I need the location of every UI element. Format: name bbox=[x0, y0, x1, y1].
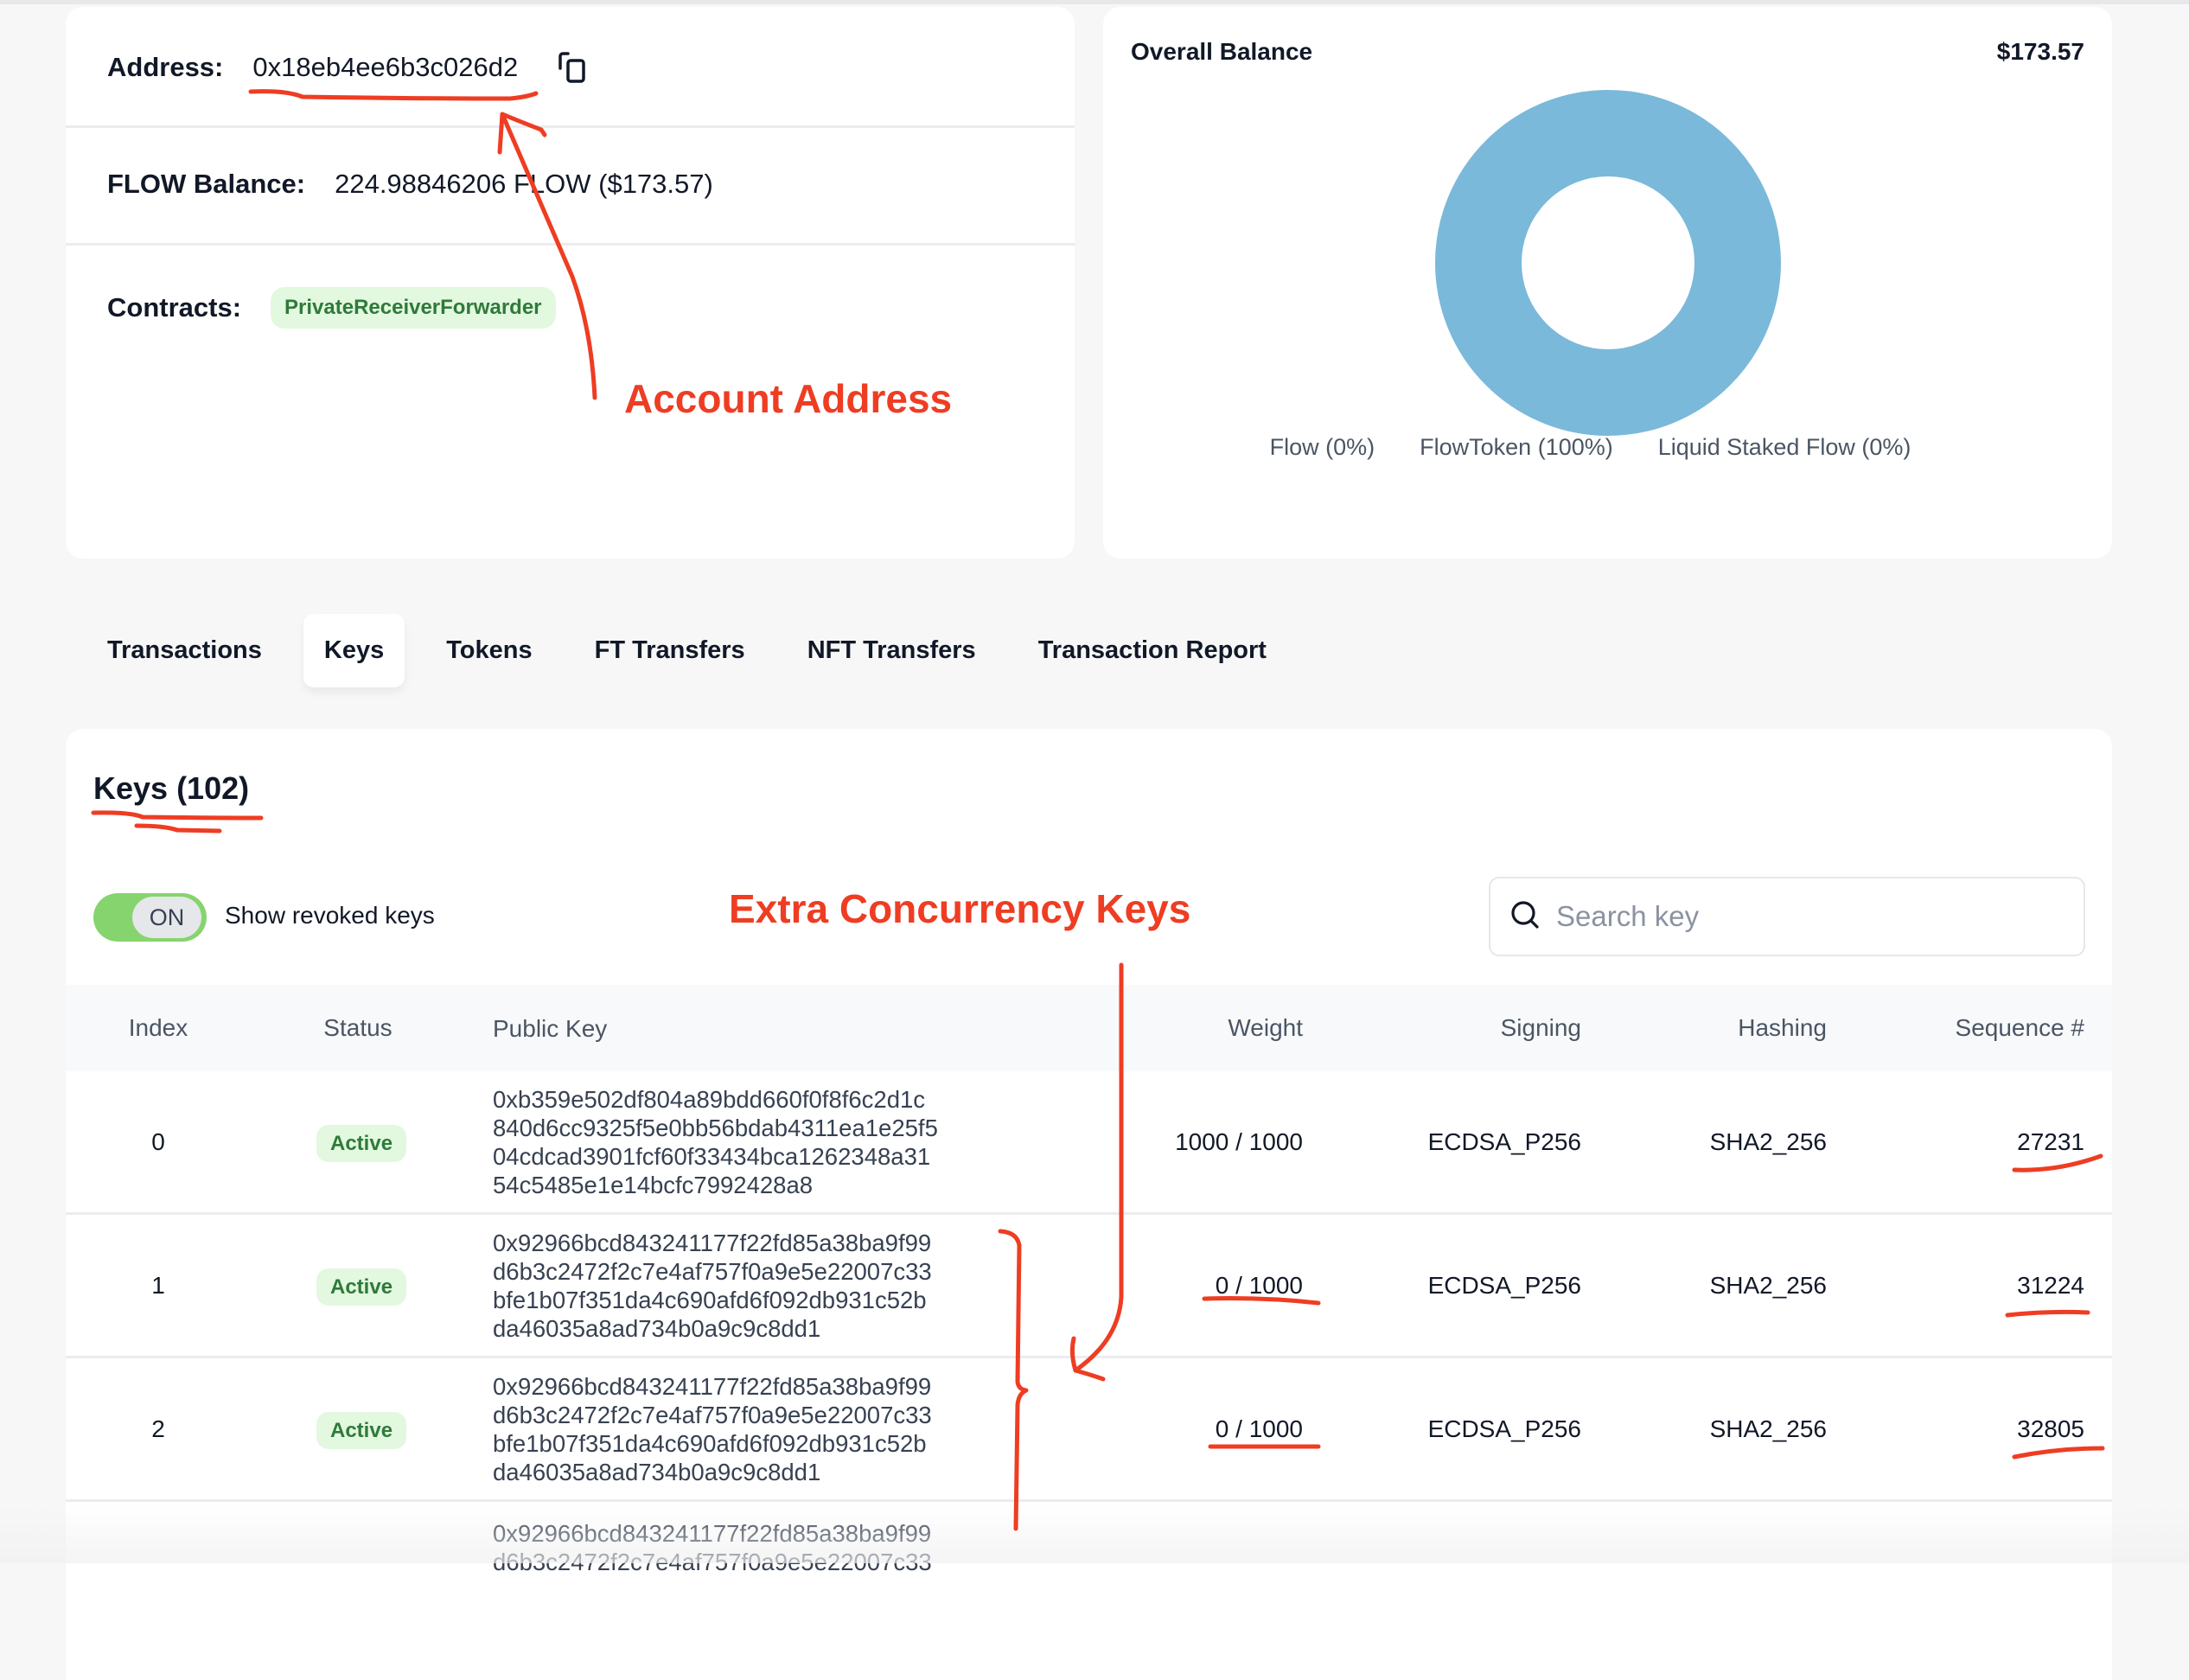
key-sequence: 31224 bbox=[2017, 1271, 2084, 1299]
key-index: 2 bbox=[151, 1415, 165, 1442]
public-key-line: d6b3c2472f2c7e4af757f0a9e5e22007c33 bbox=[493, 1401, 932, 1428]
key-status: Active bbox=[316, 1268, 407, 1306]
tab-ft-transfers[interactable]: FT Transfers bbox=[594, 636, 745, 664]
contracts-row: Contracts: PrivateReceiverForwarder bbox=[66, 282, 1075, 334]
col-weight: Weight bbox=[1228, 1014, 1303, 1041]
key-sequence: 27231 bbox=[2017, 1127, 2084, 1155]
show-revoked-toggle[interactable]: ON bbox=[93, 893, 207, 942]
public-key-line: 840d6cc9325f5e0bb56bdab4311ea1e25f5 bbox=[493, 1114, 938, 1141]
public-key-line: bfe1b07f351da4c690afd6f092db931c52b bbox=[493, 1286, 927, 1313]
public-key-line: 0xb359e502df804a89bdd660f0f8f6c2d1c bbox=[493, 1085, 926, 1113]
public-key-line: da46035a8ad734b0a9c9c8dd1 bbox=[493, 1314, 821, 1342]
col-public-key: Public Key bbox=[493, 1015, 608, 1042]
legend-item[interactable]: Flow (0%) bbox=[1269, 434, 1375, 460]
key-status: Active bbox=[316, 1124, 407, 1162]
key-hashing: SHA2_256 bbox=[1709, 1127, 1827, 1155]
key-index: 0 bbox=[151, 1127, 165, 1155]
col-signing: Signing bbox=[1500, 1014, 1581, 1041]
divider bbox=[66, 125, 1075, 128]
key-row[interactable]: 1 Active 0x92966bcd843241177f22fd85a38ba9f… bbox=[66, 1215, 2112, 1358]
account-tabs: Transactions Keys Tokens FT Transfers NF… bbox=[86, 614, 1308, 687]
contract-badge[interactable]: PrivateReceiverForwarder bbox=[271, 287, 556, 329]
public-key-line: 04cdcad3901fcf60f33434bca1262348a31 bbox=[493, 1142, 931, 1170]
chart-legend: Flow (0%) FlowToken (100%) Liquid Staked… bbox=[1103, 434, 2112, 461]
key-weight: 0 / 1000 bbox=[1215, 1271, 1303, 1299]
public-key[interactable]: 0xb359e502df804a89bdd660f0f8f6c2d1c 840d6… bbox=[493, 1085, 938, 1199]
key-hashing: SHA2_256 bbox=[1709, 1271, 1827, 1299]
legend-item[interactable]: Liquid Staked Flow (0%) bbox=[1657, 434, 1911, 460]
public-key-line: 54c5485e1e14bcfc7992428a8 bbox=[493, 1171, 814, 1198]
key-weight: 0 / 1000 bbox=[1215, 1415, 1303, 1442]
address-row: Address: 0x18eb4ee6b3c026d2 bbox=[66, 42, 1075, 93]
balance-card-total: $173.57 bbox=[1996, 38, 2084, 65]
search-key-box bbox=[1489, 877, 2085, 956]
address-label: Address: bbox=[107, 52, 224, 82]
bottom-fade bbox=[0, 1504, 2189, 1563]
keys-title: Keys (102) bbox=[93, 770, 250, 806]
account-info-card: Address: 0x18eb4ee6b3c026d2 FLOW Balance… bbox=[66, 7, 1075, 559]
key-row[interactable]: 0 Active 0xb359e502df804a89bdd660f0f8f6c2d… bbox=[66, 1071, 2112, 1215]
divider bbox=[66, 243, 1075, 246]
balance-label: FLOW Balance: bbox=[107, 169, 306, 199]
balance-donut-chart bbox=[1435, 90, 1781, 436]
tab-nft-transfers[interactable]: NFT Transfers bbox=[807, 636, 976, 664]
public-key-line: da46035a8ad734b0a9c9c8dd1 bbox=[493, 1458, 821, 1485]
search-key-input[interactable] bbox=[1556, 900, 2040, 933]
key-signing: ECDSA_P256 bbox=[1427, 1271, 1581, 1299]
address-value[interactable]: 0x18eb4ee6b3c026d2 bbox=[252, 52, 519, 82]
public-key-line: 0x92966bcd843241177f22fd85a38ba9f99 bbox=[493, 1229, 932, 1256]
key-sequence: 32805 bbox=[2017, 1415, 2084, 1442]
annotation-extra-concurrency-keys: Extra Concurrency Keys bbox=[729, 886, 1191, 931]
donut-slice[interactable] bbox=[1435, 90, 1781, 436]
balance-card-title: Overall Balance bbox=[1131, 38, 1313, 65]
public-key-line: bfe1b07f351da4c690afd6f092db931c52b bbox=[493, 1429, 927, 1457]
copy-icon[interactable] bbox=[556, 50, 590, 85]
key-signing: ECDSA_P256 bbox=[1427, 1127, 1581, 1155]
public-key-line: d6b3c2472f2c7e4af757f0a9e5e22007c33 bbox=[493, 1257, 932, 1285]
toggle-label: Show revoked keys bbox=[225, 902, 435, 929]
overall-balance-card: Overall Balance $173.57 Flow (0%) FlowTo… bbox=[1103, 7, 2112, 559]
key-status: Active bbox=[316, 1411, 407, 1449]
search-icon bbox=[1509, 899, 1541, 935]
tab-tokens[interactable]: Tokens bbox=[446, 636, 533, 664]
col-status: Status bbox=[323, 1014, 392, 1041]
col-sequence: Sequence # bbox=[1955, 1014, 2084, 1041]
contracts-label: Contracts: bbox=[107, 292, 242, 323]
key-signing: ECDSA_P256 bbox=[1427, 1415, 1581, 1442]
tab-transactions[interactable]: Transactions bbox=[107, 636, 262, 664]
key-weight: 1000 / 1000 bbox=[1175, 1127, 1303, 1155]
public-key-line: 0x92966bcd843241177f22fd85a38ba9f99 bbox=[493, 1372, 932, 1400]
status-badge: Active bbox=[316, 1268, 407, 1306]
toggle-knob: ON bbox=[132, 897, 201, 938]
status-badge: Active bbox=[316, 1411, 407, 1449]
col-index: Index bbox=[128, 1014, 188, 1041]
top-border bbox=[0, 0, 2189, 4]
balance-value: 224.98846206 FLOW ($173.57) bbox=[335, 169, 713, 199]
tab-transaction-report[interactable]: Transaction Report bbox=[1037, 636, 1267, 664]
balance-row: FLOW Balance: 224.98846206 FLOW ($173.57… bbox=[66, 158, 1075, 210]
keys-table-header: Index Status Public Key Weight Signing H… bbox=[66, 985, 2112, 1071]
key-hashing: SHA2_256 bbox=[1709, 1415, 1827, 1442]
legend-item[interactable]: FlowToken (100%) bbox=[1420, 434, 1613, 460]
key-index: 1 bbox=[151, 1271, 165, 1299]
status-badge: Active bbox=[316, 1124, 407, 1162]
key-row[interactable]: 2 Active 0x92966bcd843241177f22fd85a38ba9f… bbox=[66, 1358, 2112, 1502]
annotation-account-address: Account Address bbox=[624, 376, 953, 421]
tab-keys[interactable]: Keys bbox=[303, 614, 405, 687]
col-hashing: Hashing bbox=[1738, 1014, 1827, 1041]
